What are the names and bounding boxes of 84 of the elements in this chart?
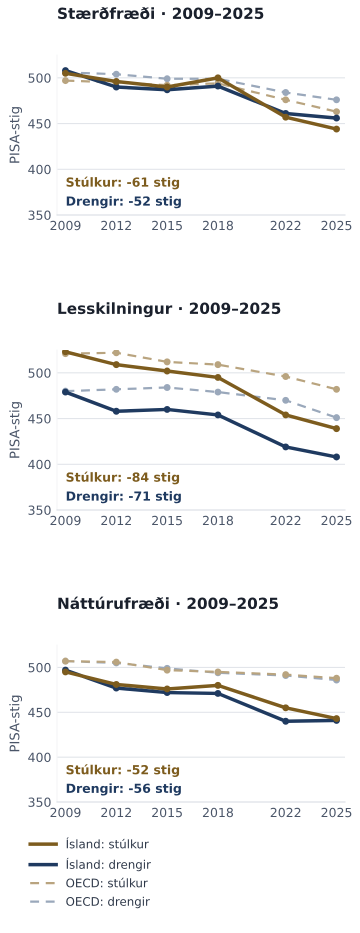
point [214, 690, 222, 697]
x-tick-label: 2012 [101, 220, 131, 230]
point [282, 411, 290, 418]
annotation: Stúlkur: -61 stig [66, 176, 180, 190]
annotation: Drengir: -71 stig [66, 491, 181, 504]
y-tick-label: 400 [28, 752, 51, 762]
point [112, 408, 120, 415]
point [333, 96, 340, 104]
y-tick-label: 500 [28, 368, 51, 378]
point [112, 386, 120, 393]
x-tick-label: 2018 [202, 220, 233, 230]
legend-label: OECD: stúlkur [66, 878, 148, 888]
x-tick-label: 2018 [202, 808, 233, 818]
x-tick-label: 2009 [50, 808, 80, 818]
point [214, 374, 222, 381]
point [333, 108, 340, 116]
x-tick-label: 2015 [152, 516, 182, 526]
point [282, 443, 290, 450]
chart-title: Stærðfræði · 2009–2025 [58, 7, 264, 20]
point [333, 414, 340, 422]
point [62, 77, 69, 84]
chart-title: Náttúrufræði · 2009–2025 [58, 596, 278, 610]
point [164, 368, 171, 374]
x-tick-label: 2022 [270, 516, 300, 526]
annotation: Stúlkur: -84 stig [66, 472, 180, 484]
x-tick-label: 2025 [322, 220, 352, 230]
point [164, 685, 171, 692]
point [164, 384, 171, 391]
x-tick-label: 2025 [322, 808, 352, 818]
annotation: Drengir: -52 stig [66, 196, 181, 208]
x-tick-label: 2015 [152, 220, 182, 230]
point [214, 411, 222, 418]
y-tick-label: 400 [28, 164, 51, 174]
point [333, 454, 340, 460]
chart-title: Lesskilningur · 2009–2025 [58, 302, 280, 318]
y-tick-label: 400 [28, 460, 51, 470]
point [112, 350, 120, 356]
point [282, 89, 290, 96]
y-tick-label: 350 [28, 797, 51, 807]
y-axis-title: PISA-stig [9, 402, 22, 458]
y-tick-label: 450 [28, 119, 51, 128]
y-tick-label: 500 [28, 662, 51, 672]
y-tick-label: 450 [28, 414, 51, 424]
point [214, 388, 222, 396]
x-tick-label: 2009 [50, 516, 80, 526]
point [333, 114, 340, 122]
point [282, 114, 290, 121]
legend-label: Ísland: drengir [66, 858, 151, 872]
point [164, 75, 171, 82]
point [282, 704, 290, 712]
y-axis-title: PISA-stig [9, 107, 22, 163]
annotation: Drengir: -56 stig [66, 783, 181, 796]
point [282, 373, 290, 380]
point [112, 84, 120, 90]
legend-label: Ísland: stúlkur [66, 837, 149, 848]
point [282, 718, 290, 725]
y-tick-label: 350 [28, 210, 51, 220]
x-tick-label: 2022 [270, 808, 300, 818]
legend-label: OECD: drengir [66, 896, 150, 908]
x-tick-label: 2022 [270, 220, 300, 230]
point [282, 396, 290, 404]
point [164, 406, 171, 413]
annotation: Stúlkur: -52 stig [66, 764, 180, 777]
y-tick-label: 450 [28, 708, 51, 718]
y-tick-label: 500 [28, 73, 51, 83]
x-tick-label: 2009 [50, 220, 80, 230]
x-tick-label: 2012 [101, 516, 131, 526]
x-tick-label: 2025 [322, 516, 352, 526]
y-tick-label: 350 [28, 505, 51, 515]
point [333, 386, 340, 393]
point [214, 682, 222, 689]
point [282, 96, 290, 104]
point [112, 681, 120, 688]
y-axis-title: PISA-stig [9, 696, 22, 752]
point [333, 126, 340, 133]
point [112, 70, 120, 78]
x-tick-label: 2018 [202, 516, 233, 526]
point [112, 361, 120, 368]
point [214, 361, 222, 368]
point [164, 358, 171, 366]
point [214, 82, 222, 90]
x-tick-label: 2012 [101, 808, 131, 818]
x-tick-label: 2015 [152, 808, 182, 818]
point [333, 425, 340, 432]
